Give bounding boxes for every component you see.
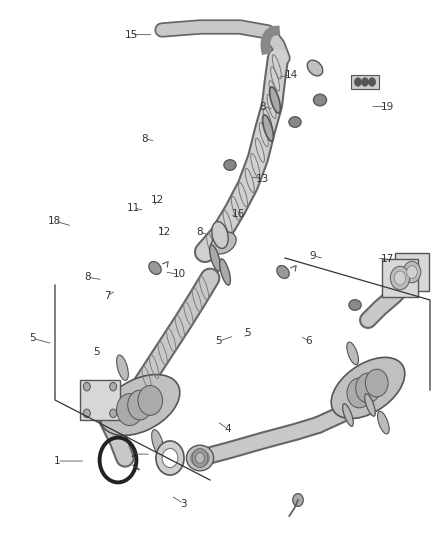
Circle shape [354, 78, 361, 86]
Ellipse shape [365, 394, 375, 416]
Ellipse shape [152, 430, 163, 455]
Text: 5: 5 [29, 334, 36, 343]
Ellipse shape [307, 60, 323, 76]
Circle shape [390, 266, 410, 290]
Circle shape [83, 382, 90, 391]
Circle shape [192, 448, 208, 467]
Circle shape [407, 265, 417, 278]
Circle shape [117, 393, 143, 425]
Circle shape [138, 385, 162, 415]
Circle shape [368, 78, 375, 86]
Ellipse shape [211, 232, 236, 254]
Text: 12: 12 [151, 195, 164, 205]
Text: 14: 14 [285, 70, 298, 79]
Circle shape [356, 373, 380, 403]
Ellipse shape [349, 300, 361, 310]
Ellipse shape [191, 449, 209, 466]
Text: 18: 18 [48, 216, 61, 226]
Text: 8: 8 [196, 227, 203, 237]
Text: 1: 1 [53, 456, 60, 466]
Ellipse shape [100, 375, 180, 435]
Bar [382, 259, 417, 297]
Circle shape [293, 494, 303, 506]
Circle shape [110, 382, 117, 391]
Text: 5: 5 [93, 347, 100, 357]
Ellipse shape [117, 355, 128, 381]
Text: 16: 16 [232, 209, 245, 219]
Bar [80, 379, 120, 420]
Text: 8: 8 [259, 102, 266, 111]
Ellipse shape [347, 342, 358, 365]
Text: 7: 7 [104, 291, 111, 301]
Ellipse shape [210, 245, 220, 271]
Ellipse shape [314, 94, 327, 106]
Text: 12: 12 [158, 227, 171, 237]
Ellipse shape [219, 259, 230, 285]
Ellipse shape [343, 403, 353, 426]
Text: 11: 11 [127, 203, 140, 213]
Bar [396, 253, 429, 291]
Ellipse shape [224, 160, 236, 171]
Text: 5: 5 [215, 336, 223, 346]
Text: 9: 9 [310, 251, 317, 261]
Circle shape [403, 261, 421, 282]
Ellipse shape [263, 115, 273, 141]
Text: 19: 19 [381, 102, 394, 111]
Ellipse shape [187, 445, 214, 471]
Text: 4: 4 [224, 424, 231, 434]
Ellipse shape [378, 411, 389, 434]
Text: 3: 3 [180, 499, 187, 508]
Text: 6: 6 [305, 336, 312, 346]
Circle shape [365, 369, 388, 397]
Ellipse shape [212, 222, 228, 248]
Text: 5: 5 [244, 328, 251, 338]
Text: 2: 2 [130, 449, 137, 459]
Ellipse shape [289, 117, 301, 127]
Circle shape [128, 390, 152, 420]
Text: 10: 10 [173, 270, 186, 279]
Text: 17: 17 [381, 254, 394, 263]
Circle shape [110, 409, 117, 417]
Circle shape [347, 378, 371, 408]
Bar [351, 75, 379, 90]
Text: 13: 13 [256, 174, 269, 183]
Circle shape [162, 448, 178, 467]
Ellipse shape [277, 265, 289, 278]
Circle shape [156, 441, 184, 475]
Ellipse shape [270, 87, 280, 113]
Text: 15: 15 [125, 30, 138, 39]
Ellipse shape [331, 358, 405, 418]
Text: 8: 8 [84, 272, 91, 282]
Circle shape [394, 271, 406, 285]
Text: 8: 8 [141, 134, 148, 143]
Circle shape [196, 453, 205, 463]
Circle shape [83, 409, 90, 417]
Circle shape [361, 78, 368, 86]
Ellipse shape [149, 262, 161, 274]
